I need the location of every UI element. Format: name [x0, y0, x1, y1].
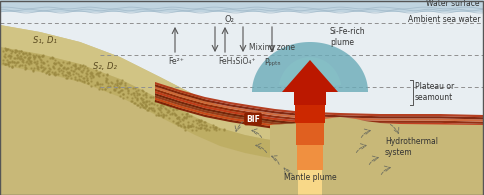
- Polygon shape: [155, 98, 484, 133]
- Polygon shape: [155, 84, 484, 120]
- Polygon shape: [0, 25, 484, 147]
- Polygon shape: [155, 91, 484, 126]
- Polygon shape: [155, 93, 484, 128]
- Polygon shape: [252, 42, 368, 92]
- Polygon shape: [155, 82, 484, 117]
- Text: BIF: BIF: [246, 114, 260, 123]
- Polygon shape: [0, 25, 484, 195]
- Text: O₂: O₂: [224, 15, 234, 25]
- Text: S₂, D₂: S₂, D₂: [93, 63, 117, 72]
- Polygon shape: [155, 95, 484, 131]
- Text: Pₚₚₜₙ: Pₚₚₜₙ: [264, 58, 281, 66]
- Text: Ambient sea water: Ambient sea water: [408, 15, 480, 25]
- Polygon shape: [0, 47, 484, 165]
- Text: Plateau or
seamount: Plateau or seamount: [415, 82, 454, 102]
- Text: Fe²⁺: Fe²⁺: [168, 58, 184, 66]
- Bar: [297, 145, 323, 170]
- Text: Si-Fe-rich
plume: Si-Fe-rich plume: [330, 27, 365, 47]
- Bar: [294, 92, 326, 105]
- Text: Mixing zone: Mixing zone: [249, 43, 295, 51]
- Bar: [296, 123, 324, 145]
- Polygon shape: [155, 100, 484, 135]
- Polygon shape: [155, 89, 484, 124]
- Bar: [295, 105, 325, 123]
- Text: Water surface: Water surface: [426, 0, 480, 9]
- Bar: [0, 0, 484, 12]
- Polygon shape: [282, 155, 338, 195]
- Polygon shape: [282, 60, 338, 92]
- Bar: [298, 170, 322, 195]
- Text: FeH₃SiO₄⁺: FeH₃SiO₄⁺: [218, 58, 256, 66]
- Text: S₁, D₁: S₁, D₁: [33, 35, 57, 44]
- Text: Mantle plume: Mantle plume: [284, 173, 336, 182]
- Polygon shape: [155, 86, 484, 122]
- Polygon shape: [270, 117, 484, 195]
- Text: Hydrothermal
system: Hydrothermal system: [385, 137, 438, 157]
- Polygon shape: [278, 57, 342, 92]
